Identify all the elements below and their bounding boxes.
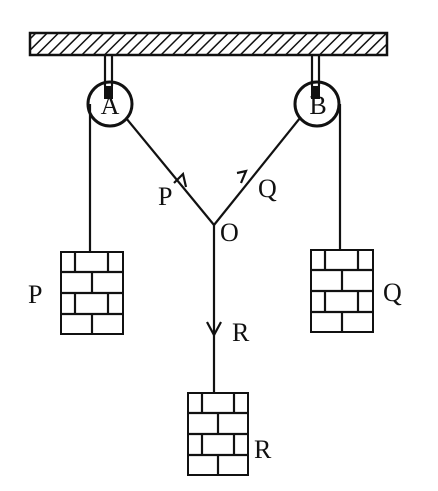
brick-weight-icon	[310, 249, 374, 333]
junction-o-label: O	[220, 218, 239, 247]
weight-q: Q	[310, 249, 402, 333]
pulley-icon	[86, 80, 134, 128]
arrowhead-icon	[173, 169, 248, 338]
arrow-r	[206, 321, 222, 338]
weight-p-label: P	[28, 280, 42, 309]
arrow-q	[236, 169, 248, 184]
string-oa	[125, 117, 215, 226]
pulley-a: A	[86, 80, 134, 128]
brick-weight-icon	[187, 392, 249, 476]
arrow-p	[173, 171, 188, 188]
weight-r: R	[187, 392, 272, 476]
tension-p-label: P	[158, 182, 172, 211]
hatched-ceiling-icon	[28, 31, 389, 57]
pulley-a-label: A	[101, 91, 120, 120]
weight-q-label: Q	[383, 278, 402, 307]
brick-weight-icon	[60, 251, 124, 335]
weight-r-label: R	[254, 435, 272, 464]
weight-p: P	[28, 251, 124, 335]
pulley-b-label: B	[309, 91, 326, 120]
tension-r-label: R	[232, 318, 250, 347]
tension-q-label: Q	[258, 174, 277, 203]
strings	[88, 104, 342, 393]
string-ob	[213, 117, 301, 226]
